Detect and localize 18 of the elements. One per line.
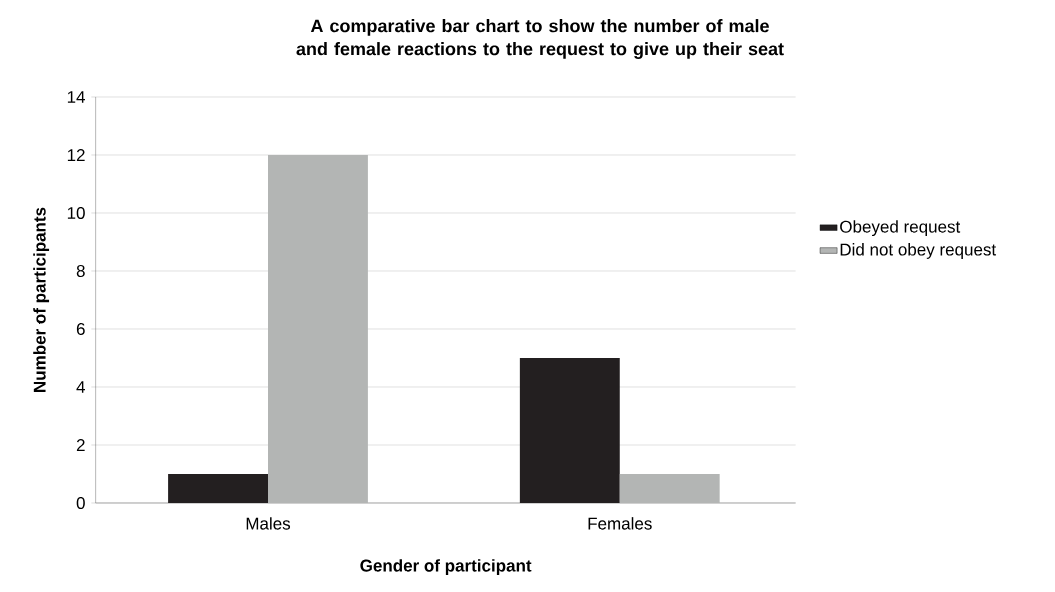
y-tick-label: 4 xyxy=(76,381,86,393)
y-tick-label: 12 xyxy=(67,149,85,161)
y-tick-label: 10 xyxy=(67,206,85,220)
y-tick-label: 8 xyxy=(76,264,85,278)
x-tick-label: Females xyxy=(588,517,652,530)
y-tick-label: 14 xyxy=(67,91,85,103)
chart-title: A comparative bar chart to show the number of male and female reactions to the request to give up their seat xyxy=(296,19,784,59)
y-tick-label: 2 xyxy=(76,439,85,451)
legend-label: Obeyed request xyxy=(840,220,961,237)
bar xyxy=(519,358,620,503)
bar xyxy=(619,474,720,503)
y-tick-label: 6 xyxy=(76,322,85,336)
legend-label: Did not obey request xyxy=(840,243,997,259)
x-tick-label: Males xyxy=(246,517,291,530)
y-tick-label: 0 xyxy=(76,496,85,510)
x-axis-title: Gender of participant xyxy=(360,559,532,575)
bar xyxy=(168,474,268,503)
y-axis-title: Number of participants xyxy=(33,207,50,392)
